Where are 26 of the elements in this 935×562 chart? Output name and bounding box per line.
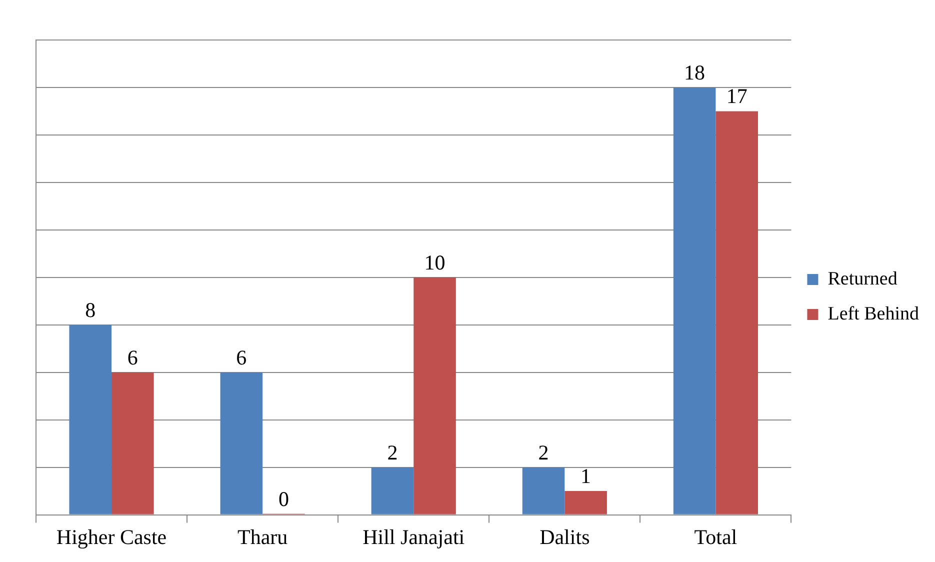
data-label: 2 bbox=[538, 440, 549, 464]
bar bbox=[220, 372, 263, 514]
x-tick-label: Dalits bbox=[540, 524, 590, 549]
bar bbox=[112, 372, 154, 514]
bar bbox=[371, 467, 414, 514]
data-label: 6 bbox=[236, 345, 247, 370]
data-label: 2 bbox=[387, 440, 398, 464]
data-label: 17 bbox=[726, 84, 748, 108]
bar bbox=[522, 467, 565, 514]
x-tick-label: Total bbox=[694, 524, 738, 549]
data-label: 10 bbox=[424, 250, 446, 274]
bar bbox=[69, 324, 112, 514]
bar bbox=[414, 277, 456, 514]
x-tick-label: Tharu bbox=[237, 524, 288, 549]
x-tick-label: Hill Janajati bbox=[362, 524, 465, 549]
data-label: 6 bbox=[127, 345, 138, 370]
legend-label: Left Behind bbox=[828, 303, 920, 324]
data-label: 18 bbox=[684, 60, 706, 84]
data-label: 1 bbox=[580, 464, 592, 488]
bar bbox=[716, 111, 758, 514]
x-tick-label: Higher Caste bbox=[56, 524, 167, 549]
data-label: 0 bbox=[278, 486, 289, 511]
bar bbox=[564, 491, 607, 514]
bar bbox=[673, 87, 716, 514]
data-label: 8 bbox=[85, 298, 96, 322]
legend-label: Returned bbox=[828, 268, 898, 290]
